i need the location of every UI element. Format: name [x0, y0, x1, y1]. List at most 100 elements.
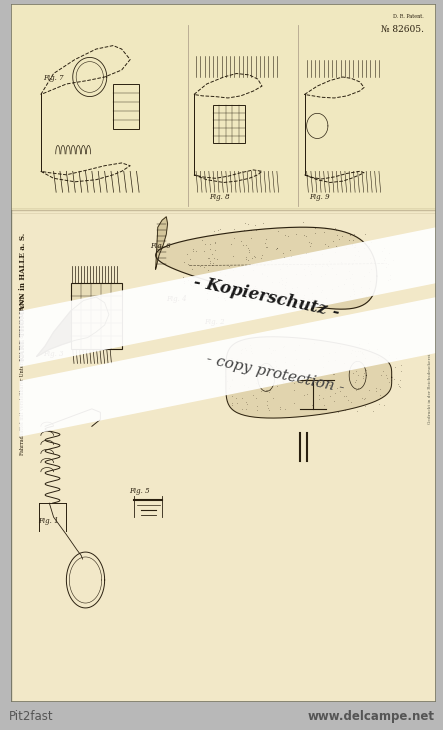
Point — [294, 281, 301, 293]
Point — [375, 399, 382, 410]
Point — [299, 373, 306, 385]
Point — [257, 385, 264, 397]
Point — [264, 373, 271, 385]
Point — [221, 371, 228, 383]
Point — [180, 277, 187, 289]
Point — [326, 347, 333, 359]
Point — [190, 243, 197, 255]
Point — [377, 383, 384, 394]
Point — [239, 404, 246, 415]
Point — [184, 258, 191, 270]
Point — [366, 275, 373, 287]
Point — [365, 343, 373, 355]
Point — [304, 283, 311, 294]
Point — [261, 237, 268, 249]
Point — [381, 242, 388, 253]
Point — [189, 264, 196, 275]
Point — [365, 384, 373, 396]
Point — [184, 274, 191, 286]
Point — [229, 250, 236, 262]
Point — [383, 261, 390, 273]
Point — [190, 280, 197, 292]
Point — [279, 247, 286, 258]
Point — [281, 351, 288, 363]
Point — [325, 240, 332, 252]
Point — [308, 293, 315, 304]
Point — [213, 283, 220, 294]
Point — [229, 399, 236, 410]
Point — [281, 339, 288, 351]
Point — [345, 258, 352, 270]
Point — [390, 254, 397, 266]
Point — [225, 261, 232, 272]
Polygon shape — [19, 227, 436, 367]
Point — [314, 280, 321, 292]
Bar — [11, 4, 436, 210]
Point — [358, 346, 365, 358]
Point — [323, 292, 330, 304]
Point — [291, 397, 298, 409]
Point — [273, 242, 280, 254]
Point — [319, 392, 326, 404]
Point — [239, 269, 246, 281]
Point — [241, 282, 248, 293]
Point — [229, 365, 236, 377]
Point — [241, 225, 248, 237]
Point — [322, 222, 329, 234]
Point — [237, 345, 244, 356]
Point — [304, 260, 311, 272]
Point — [357, 345, 364, 357]
Point — [346, 290, 354, 301]
Point — [271, 367, 278, 379]
Point — [247, 339, 254, 351]
Point — [204, 283, 211, 295]
Point — [220, 293, 227, 304]
Point — [209, 260, 216, 272]
Point — [308, 268, 315, 280]
Point — [230, 232, 237, 244]
Point — [205, 253, 212, 264]
Point — [245, 246, 253, 258]
Point — [282, 272, 289, 284]
Point — [278, 274, 285, 285]
Text: Fig. 8: Fig. 8 — [209, 193, 229, 201]
Point — [387, 374, 394, 385]
Point — [285, 253, 292, 265]
Point — [333, 269, 340, 280]
Point — [392, 352, 399, 364]
Point — [221, 269, 228, 280]
Point — [275, 293, 282, 304]
Point — [222, 351, 229, 363]
Point — [263, 271, 270, 283]
Point — [252, 280, 259, 292]
Point — [190, 245, 197, 257]
Text: Fig. 2: Fig. 2 — [205, 318, 225, 326]
Point — [307, 253, 315, 265]
Point — [312, 222, 319, 234]
Point — [244, 254, 251, 266]
Point — [321, 399, 328, 411]
Point — [365, 337, 372, 348]
Point — [243, 396, 250, 408]
Point — [310, 221, 317, 233]
Point — [385, 247, 392, 258]
Point — [211, 237, 218, 248]
Point — [373, 343, 381, 355]
Point — [262, 384, 269, 396]
Point — [250, 389, 257, 401]
Point — [214, 225, 222, 237]
Point — [259, 377, 266, 389]
Point — [203, 288, 210, 299]
Bar — [213, 105, 245, 143]
Point — [331, 388, 338, 399]
Point — [281, 251, 288, 263]
Point — [254, 401, 261, 412]
Point — [275, 368, 282, 380]
Point — [385, 349, 392, 361]
Point — [326, 379, 333, 391]
Point — [311, 228, 319, 239]
Point — [276, 263, 284, 274]
Point — [248, 253, 255, 264]
Point — [245, 242, 252, 253]
Point — [373, 383, 380, 394]
